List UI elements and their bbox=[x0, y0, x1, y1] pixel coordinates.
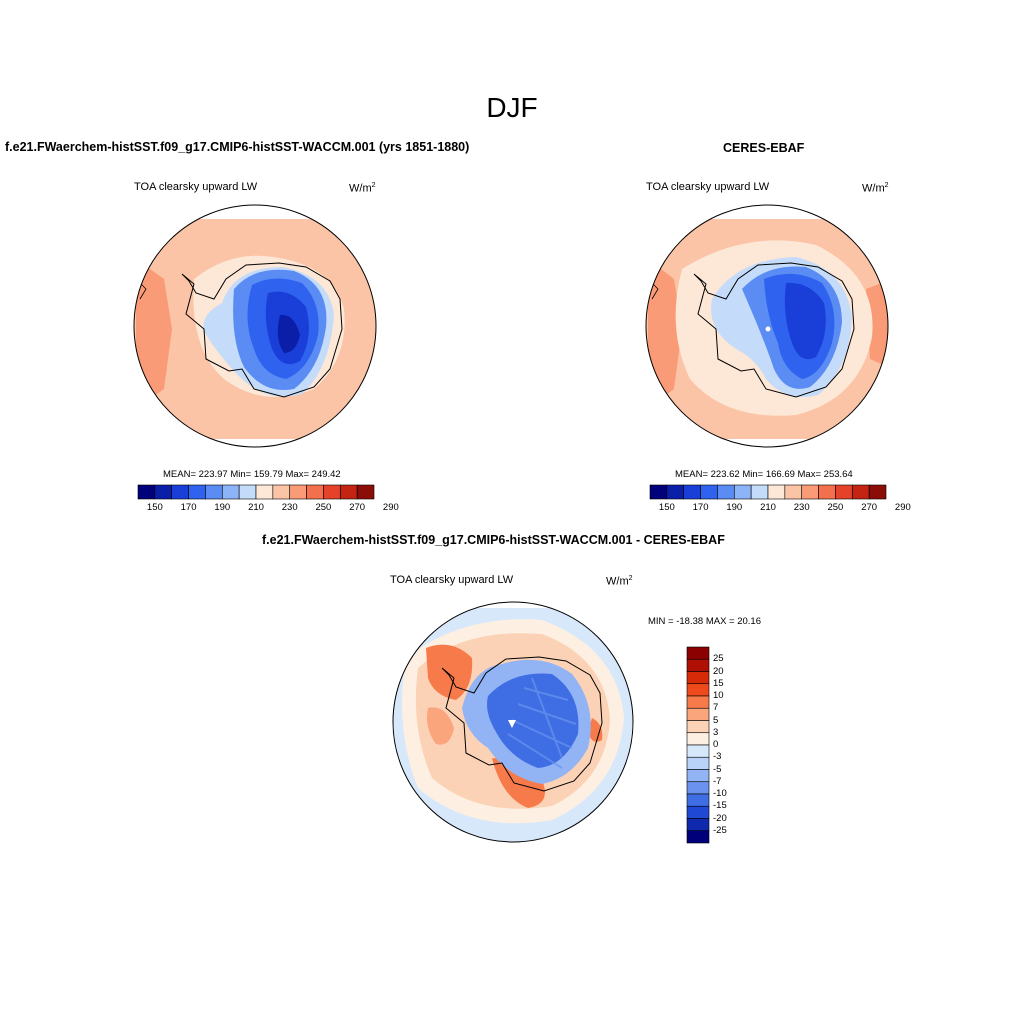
colorbar-tick-label: 170 bbox=[180, 502, 197, 513]
colorbar-swatch bbox=[686, 720, 710, 734]
colorbar-swatch bbox=[686, 732, 710, 746]
colorbar-swatch bbox=[767, 484, 786, 500]
colorbar-swatch bbox=[649, 484, 668, 500]
panel1-title: f.e21.FWaerchem-histSST.f09_g17.CMIP6-hi… bbox=[5, 140, 470, 154]
colorbar-tick-label: -5 bbox=[713, 763, 722, 775]
colorbar-tick-label: 290 bbox=[382, 502, 399, 513]
colorbar-swatch bbox=[137, 484, 156, 500]
colorbar-tick-label: 10 bbox=[713, 690, 724, 701]
colorbar-swatch bbox=[686, 707, 710, 721]
colorbar-tick-label: 190 bbox=[214, 502, 231, 513]
colorbar-tick-label: 5 bbox=[713, 714, 719, 726]
colorbar-swatch bbox=[686, 781, 710, 795]
colorbar-swatch bbox=[683, 484, 701, 500]
colorbar-swatch bbox=[356, 484, 375, 500]
colorbar-swatch bbox=[686, 683, 710, 697]
colorbar-swatch bbox=[686, 769, 710, 783]
panel2-units: W/m2 bbox=[862, 182, 889, 195]
colorbar-swatch bbox=[154, 484, 173, 500]
panel2-stats: MEAN= 223.62 Min= 166.69 Max= 253.64 bbox=[675, 469, 853, 480]
colorbar-tick-label: 270 bbox=[349, 502, 366, 513]
colorbar-tick-label: 20 bbox=[713, 665, 724, 677]
colorbar-tick-label: 190 bbox=[726, 502, 743, 513]
colorbar-swatch bbox=[205, 484, 223, 500]
colorbar-tick-label: -25 bbox=[713, 824, 727, 836]
colorbar-swatch bbox=[851, 484, 870, 500]
colorbar-tick-label: 230 bbox=[793, 502, 810, 513]
colorbar-tick-label: 250 bbox=[827, 502, 844, 513]
panel3-polar-map bbox=[392, 601, 634, 843]
colorbar-swatch bbox=[835, 484, 853, 500]
colorbar-tick-label: 15 bbox=[713, 677, 724, 689]
colorbar-swatch bbox=[733, 484, 752, 500]
colorbar-swatch bbox=[717, 484, 735, 500]
panel2-variable-label: TOA clearsky upward LW bbox=[646, 181, 770, 193]
season-title: DJF bbox=[486, 92, 538, 123]
colorbar-swatch bbox=[686, 793, 710, 807]
panel1-units: W/m2 bbox=[349, 182, 376, 195]
colorbar-swatch bbox=[750, 484, 769, 500]
colorbar-swatch bbox=[686, 658, 710, 672]
colorbar-swatch bbox=[868, 484, 887, 500]
colorbar-swatch bbox=[221, 484, 240, 500]
colorbar-tick-label: -10 bbox=[713, 788, 727, 799]
panel3-title: f.e21.FWaerchem-histSST.f09_g17.CMIP6-hi… bbox=[262, 533, 725, 547]
panel1-variable-label: TOA clearsky upward LW bbox=[134, 181, 258, 193]
colorbar-swatch bbox=[339, 484, 358, 500]
colorbar-tick-label: 250 bbox=[315, 502, 332, 513]
colorbar-swatch bbox=[686, 805, 710, 819]
colorbar-tick-label: 0 bbox=[713, 739, 719, 750]
colorbar-swatch bbox=[255, 484, 274, 500]
panel1-colorbar-labels: 150 170 190 210 230 250 270 290 bbox=[138, 502, 399, 514]
colorbar-tick-label: 25 bbox=[713, 653, 724, 665]
colorbar-tick-label: 210 bbox=[760, 502, 776, 513]
colorbar-swatch bbox=[686, 646, 710, 660]
colorbar-swatch bbox=[700, 484, 718, 500]
colorbar-tick-label: 3 bbox=[713, 726, 719, 738]
colorbar-tick-label: 270 bbox=[861, 502, 878, 513]
colorbar-tick-label: -7 bbox=[713, 775, 722, 787]
panel2-title: CERES-EBAF bbox=[723, 141, 805, 155]
panel2-colorbar-labels: 150 170 190 210 230 250 270 290 bbox=[650, 502, 911, 514]
panel3-colorbar bbox=[686, 646, 710, 844]
colorbar-swatch bbox=[686, 744, 710, 758]
colorbar-tick-label: -15 bbox=[713, 800, 727, 812]
colorbar-tick-label: 150 bbox=[146, 502, 163, 513]
colorbar-tick-label: 7 bbox=[713, 702, 719, 714]
colorbar-swatch bbox=[238, 484, 257, 500]
panel3-units: W/m2 bbox=[606, 575, 633, 588]
colorbar-swatch bbox=[784, 484, 803, 500]
panel1-stats: MEAN= 223.97 Min= 159.79 Max= 249.42 bbox=[163, 469, 341, 480]
colorbar-swatch bbox=[686, 695, 710, 709]
panel1-colorbar bbox=[137, 484, 375, 500]
colorbar-swatch bbox=[801, 484, 819, 500]
panel3-stats: MIN = -18.38 MAX = 20.16 bbox=[648, 616, 762, 627]
colorbar-swatch bbox=[188, 484, 206, 500]
colorbar-swatch bbox=[686, 818, 710, 832]
colorbar-swatch bbox=[323, 484, 341, 500]
colorbar-tick-label: 290 bbox=[894, 502, 911, 513]
colorbar-swatch bbox=[686, 756, 710, 770]
colorbar-tick-label: 150 bbox=[658, 502, 675, 513]
colorbar-swatch bbox=[289, 484, 307, 500]
colorbar-swatch bbox=[272, 484, 291, 500]
colorbar-swatch bbox=[686, 671, 710, 685]
colorbar-swatch bbox=[666, 484, 685, 500]
panel2-polar-map bbox=[645, 204, 889, 448]
colorbar-swatch bbox=[818, 484, 836, 500]
panel1-polar-map bbox=[133, 204, 377, 448]
colorbar-tick-label: -20 bbox=[713, 812, 727, 824]
colorbar-swatch bbox=[686, 830, 710, 844]
colorbar-swatch bbox=[306, 484, 324, 500]
colorbar-tick-label: 170 bbox=[692, 502, 709, 513]
colorbar-swatch bbox=[171, 484, 189, 500]
panel2-colorbar bbox=[649, 484, 887, 500]
colorbar-tick-label: 210 bbox=[248, 502, 264, 513]
panel3-colorbar-labels: 25 20 15 10 7 5 3 0 -3 -5 -7 -10 -15 -20 -25 bbox=[713, 647, 743, 843]
colorbar-tick-label: -3 bbox=[713, 751, 722, 763]
colorbar-tick-label: 230 bbox=[281, 502, 298, 513]
panel3-variable-label: TOA clearsky upward LW bbox=[390, 574, 514, 586]
